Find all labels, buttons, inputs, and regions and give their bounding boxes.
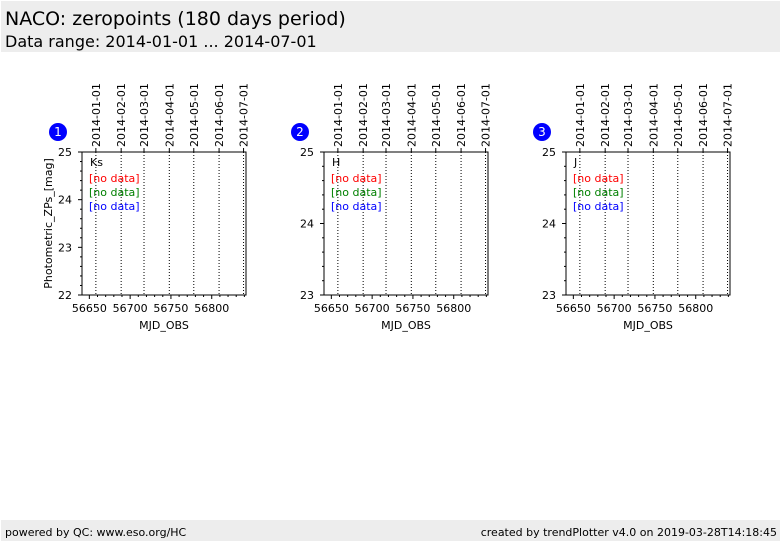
chart-panel-2: 2014-01-01 2014-02-01 2014-03-01 2014-04-01… xyxy=(291,83,493,332)
top-date-tick-label: 2014-02-01 xyxy=(357,83,370,147)
x-tick-label: 56800 xyxy=(678,302,713,315)
y-tick-label: 25 xyxy=(300,146,314,159)
y-tick-label: 25 xyxy=(542,146,556,159)
top-date-tick-label: 2014-01-01 xyxy=(90,83,103,147)
x-tick-label: 56700 xyxy=(355,302,390,315)
plot-frame xyxy=(81,151,247,296)
no-data-label: [no data] xyxy=(89,186,140,199)
band-label: Ks xyxy=(90,156,103,169)
y-tick-label: 23 xyxy=(300,289,314,302)
panel-number-label: 3 xyxy=(538,125,546,139)
no-data-label: [no data] xyxy=(89,200,140,213)
y-tick-label: 25 xyxy=(58,146,72,159)
panel-number-label: 2 xyxy=(296,125,304,139)
y-tick-label: 23 xyxy=(58,241,72,254)
band-label: J xyxy=(573,156,577,169)
chart-panel-1: 2014-01-01 2014-02-01 2014-03-01 2014-04-01… xyxy=(42,83,251,332)
panel-number-marker xyxy=(49,123,67,141)
x-tick-label: 56750 xyxy=(395,302,430,315)
y-tick-label: 24 xyxy=(300,218,314,231)
y-tick-label: 23 xyxy=(542,289,556,302)
x-tick-label: 56800 xyxy=(194,302,229,315)
y-tick-label: 24 xyxy=(58,194,72,207)
y-tick-label: 22 xyxy=(58,289,72,302)
page-title: NACO: zeropoints (180 days period) xyxy=(5,8,346,30)
top-date-tick-label: 2014-06-01 xyxy=(455,83,468,147)
data-range-subtitle: Data range: 2014-01-01 ... 2014-07-01 xyxy=(5,32,317,51)
y-axis-label: Photometric_ZPs_[mag] xyxy=(42,158,55,289)
top-date-tick-label: 2014-04-01 xyxy=(405,83,418,147)
top-date-tick-label: 2014-05-01 xyxy=(672,83,685,147)
no-data-label: [no data] xyxy=(573,200,624,213)
x-tick-label: 56650 xyxy=(314,302,349,315)
page-header: NACO: zeropoints (180 days period) Data … xyxy=(1,1,780,52)
top-date-tick-label: 2014-05-01 xyxy=(188,83,201,147)
top-date-tick-label: 2014-06-01 xyxy=(697,83,710,147)
no-data-label: [no data] xyxy=(89,172,140,185)
x-tick-label: 56750 xyxy=(153,302,188,315)
x-tick-label: 56650 xyxy=(556,302,591,315)
x-axis-label: MJD_OBS xyxy=(139,319,189,332)
top-date-tick-label: 2014-06-01 xyxy=(213,83,226,147)
top-date-tick-label: 2014-07-01 xyxy=(238,83,251,147)
no-data-label: [no data] xyxy=(573,172,624,185)
x-tick-label: 56650 xyxy=(72,302,107,315)
chart-panel-3: 2014-01-01 2014-02-01 2014-03-01 2014-04-01… xyxy=(533,83,735,332)
x-axis-label: MJD_OBS xyxy=(381,319,431,332)
top-date-tick-label: 2014-04-01 xyxy=(163,83,176,147)
created-by-text: created by trendPlotter v4.0 on 2019-03-… xyxy=(480,526,777,539)
top-date-tick-label: 2014-05-01 xyxy=(430,83,443,147)
panel-number-marker xyxy=(533,123,551,141)
x-axis-label: MJD_OBS xyxy=(623,319,673,332)
powered-by-link[interactable]: powered by QC: www.eso.org/HC xyxy=(5,526,187,539)
x-tick-label: 56750 xyxy=(637,302,672,315)
top-date-tick-label: 2014-01-01 xyxy=(574,83,587,147)
top-date-tick-label: 2014-03-01 xyxy=(380,83,393,147)
top-date-tick-label: 2014-04-01 xyxy=(647,83,660,147)
y-tick-label: 24 xyxy=(542,218,556,231)
x-tick-label: 56800 xyxy=(436,302,471,315)
top-date-tick-label: 2014-03-01 xyxy=(138,83,151,147)
top-date-tick-label: 2014-02-01 xyxy=(115,83,128,147)
top-date-tick-label: 2014-07-01 xyxy=(722,83,735,147)
top-date-tick-label: 2014-01-01 xyxy=(332,83,345,147)
band-label: H xyxy=(332,156,340,169)
page-footer: powered by QC: www.eso.org/HC created by… xyxy=(1,520,780,541)
x-tick-label: 56700 xyxy=(597,302,632,315)
panel-number-marker xyxy=(291,123,309,141)
top-date-tick-label: 2014-07-01 xyxy=(480,83,493,147)
no-data-label: [no data] xyxy=(573,186,624,199)
no-data-label: [no data] xyxy=(331,172,382,185)
panel-number-label: 1 xyxy=(54,125,62,139)
x-tick-label: 56700 xyxy=(113,302,148,315)
no-data-label: [no data] xyxy=(331,186,382,199)
top-date-tick-label: 2014-02-01 xyxy=(599,83,612,147)
top-date-tick-label: 2014-03-01 xyxy=(622,83,635,147)
no-data-label: [no data] xyxy=(331,200,382,213)
